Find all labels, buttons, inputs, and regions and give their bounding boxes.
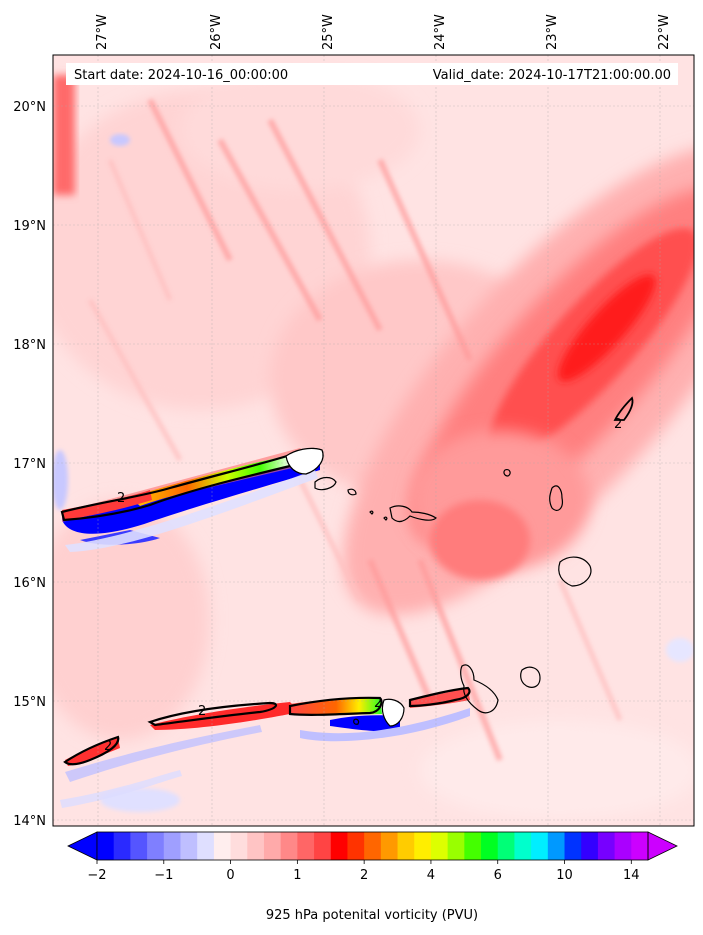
colorbar-tick-label: −1	[154, 868, 173, 883]
lon-label-3: 24°W	[433, 14, 448, 50]
colorbar-cell	[314, 832, 332, 860]
contour-label-south-far: 2	[104, 739, 112, 754]
lat-label-4: 16°N	[13, 576, 46, 591]
island-outlines	[314, 469, 592, 725]
contour-label-north: 2	[117, 491, 125, 506]
colorbar-tick-label: 2	[360, 868, 368, 883]
colorbar-cell	[414, 832, 432, 860]
colorbar-cell	[481, 832, 499, 860]
colorbar-cell	[464, 832, 482, 860]
colorbar-title: 925 hPa potenital vorticity (PVU)	[266, 908, 478, 923]
colorbar-max-extend	[647, 831, 678, 861]
lon-label-1: 26°W	[209, 14, 224, 50]
colorbar-min-extend	[67, 831, 98, 861]
colorbar-cell	[631, 832, 649, 860]
lon-label-5: 22°W	[657, 14, 672, 50]
colorbar-tick-label: 10	[556, 868, 573, 883]
lon-labels: 27°W 26°W 25°W 24°W 23°W 22°W	[95, 14, 672, 50]
colorbar-frame	[96, 831, 649, 861]
colorbar-cell	[263, 832, 282, 860]
colorbar-cell	[347, 832, 365, 860]
colorbar-tick-label: 4	[427, 868, 435, 883]
map-frame	[52, 54, 695, 827]
lat-label-1: 19°N	[13, 219, 46, 234]
contour-label-ne: 2	[614, 417, 622, 432]
lon-label-2: 25°W	[321, 14, 336, 50]
lon-label-0: 27°W	[95, 14, 110, 50]
lon-label-4: 23°W	[545, 14, 560, 50]
contour-ne	[613, 396, 634, 421]
colorbar-cell	[297, 832, 315, 860]
colorbar-cell	[197, 832, 215, 860]
colorbar-cell	[163, 832, 181, 860]
colorbar-cell	[497, 832, 515, 860]
lat-label-2: 18°N	[13, 338, 46, 353]
contour-label-south-east: 2	[374, 696, 382, 711]
graticule	[53, 55, 694, 826]
lat-label-0: 20°N	[13, 100, 46, 115]
colorbar: −2 −1 0 1 2 4 6 10 14 925 hPa potenital vorticit…	[67, 831, 678, 923]
colorbar-cell	[147, 832, 165, 860]
colorbar-cell	[330, 832, 348, 860]
colorbar-cell	[213, 832, 232, 860]
colorbar-cell	[280, 832, 298, 860]
colorbar-cell	[447, 832, 465, 860]
colorbar-tick-label: −2	[87, 868, 106, 883]
colorbar-cell	[97, 832, 115, 860]
island-coastlines	[285, 447, 405, 727]
colorbar-cell	[380, 832, 399, 860]
colorbar-cell	[247, 832, 265, 860]
colorbar-cell	[180, 832, 198, 860]
colorbar-tick-label: 6	[494, 868, 502, 883]
lat-label-6: 14°N	[13, 814, 46, 829]
colorbar-cell	[581, 832, 599, 860]
colorbar-cell	[230, 832, 248, 860]
colorbar-cell	[564, 832, 582, 860]
colorbar-cell	[514, 832, 532, 860]
colorbar-tick-label: 1	[293, 868, 301, 883]
colorbar-cell	[547, 832, 566, 860]
header-box	[66, 63, 678, 85]
colorbar-cell	[364, 832, 382, 860]
lat-label-3: 17°N	[13, 457, 46, 472]
lat-labels: 20°N 19°N 18°N 17°N 16°N 15°N 14°N	[13, 100, 46, 829]
contour-label-south-west: 2	[198, 704, 206, 719]
colorbar-cell	[113, 832, 131, 860]
colorbar-cell	[430, 832, 449, 860]
colorbar-cell	[130, 832, 148, 860]
colorbar-cell	[597, 832, 616, 860]
vorticity-field	[53, 55, 694, 826]
start-date-label: Start date: 2024-10-16_00:00:00	[74, 68, 288, 83]
colorbar-tick-label: 14	[623, 868, 640, 883]
colorbar-cell	[531, 832, 549, 860]
colorbar-cell	[614, 832, 632, 860]
colorbar-tick-label: 0	[226, 868, 234, 883]
valid-date-label: Valid_date: 2024-10-17T21:00:00.00	[433, 68, 671, 83]
lat-label-5: 15°N	[13, 695, 46, 710]
colorbar-cell	[397, 832, 415, 860]
